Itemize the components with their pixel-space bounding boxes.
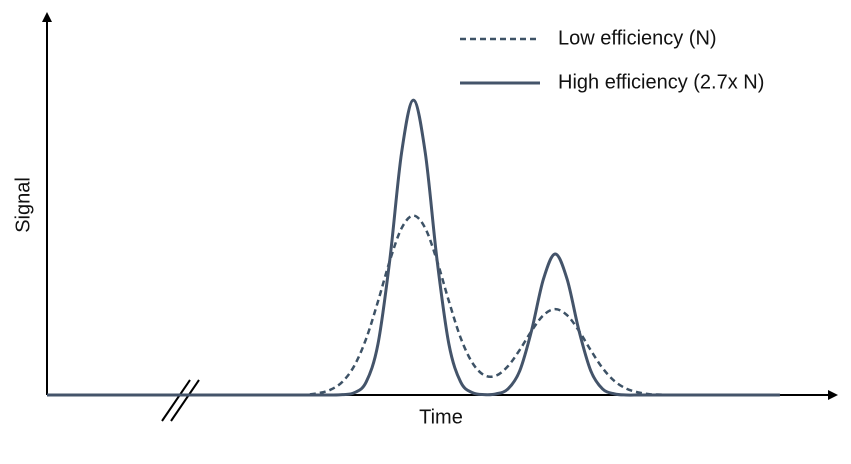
legend-label: Low efficiency (N) bbox=[558, 27, 717, 49]
legend-label: High efficiency (2.7x N) bbox=[558, 71, 764, 93]
x-axis-label: Time bbox=[419, 406, 463, 428]
line-series bbox=[46, 214, 780, 397]
axis-break bbox=[161, 379, 200, 422]
line-series bbox=[46, 98, 780, 397]
y-axis-label: Signal bbox=[12, 177, 34, 233]
